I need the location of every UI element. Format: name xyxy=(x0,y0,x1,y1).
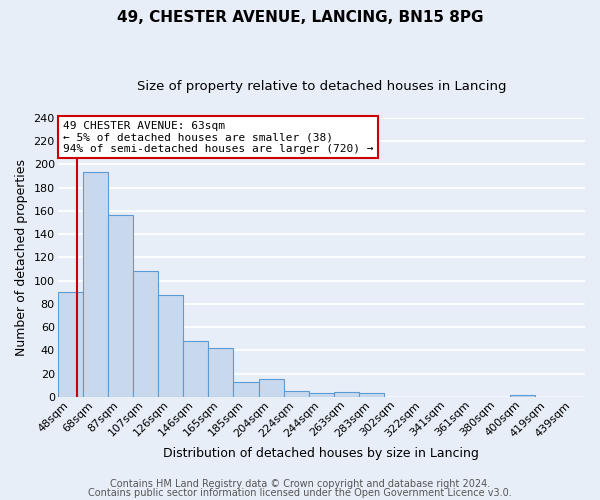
Bar xyxy=(58,292,83,397)
X-axis label: Distribution of detached houses by size in Lancing: Distribution of detached houses by size … xyxy=(163,447,479,460)
Text: Contains HM Land Registry data © Crown copyright and database right 2024.: Contains HM Land Registry data © Crown c… xyxy=(110,479,490,489)
Bar xyxy=(183,341,208,397)
Title: Size of property relative to detached houses in Lancing: Size of property relative to detached ho… xyxy=(137,80,506,93)
Bar xyxy=(509,394,535,397)
Y-axis label: Number of detached properties: Number of detached properties xyxy=(15,159,28,356)
Text: 49 CHESTER AVENUE: 63sqm
← 5% of detached houses are smaller (38)
94% of semi-de: 49 CHESTER AVENUE: 63sqm ← 5% of detache… xyxy=(63,120,373,154)
Text: 49, CHESTER AVENUE, LANCING, BN15 8PG: 49, CHESTER AVENUE, LANCING, BN15 8PG xyxy=(117,10,483,25)
Bar xyxy=(284,391,309,397)
Text: Contains public sector information licensed under the Open Government Licence v3: Contains public sector information licen… xyxy=(88,488,512,498)
Bar xyxy=(83,172,108,397)
Bar xyxy=(359,394,384,397)
Bar xyxy=(334,392,359,397)
Bar xyxy=(233,382,259,397)
Bar xyxy=(108,216,133,397)
Bar xyxy=(158,294,183,397)
Bar xyxy=(259,380,284,397)
Bar xyxy=(309,394,334,397)
Bar xyxy=(133,272,158,397)
Bar xyxy=(208,348,233,397)
